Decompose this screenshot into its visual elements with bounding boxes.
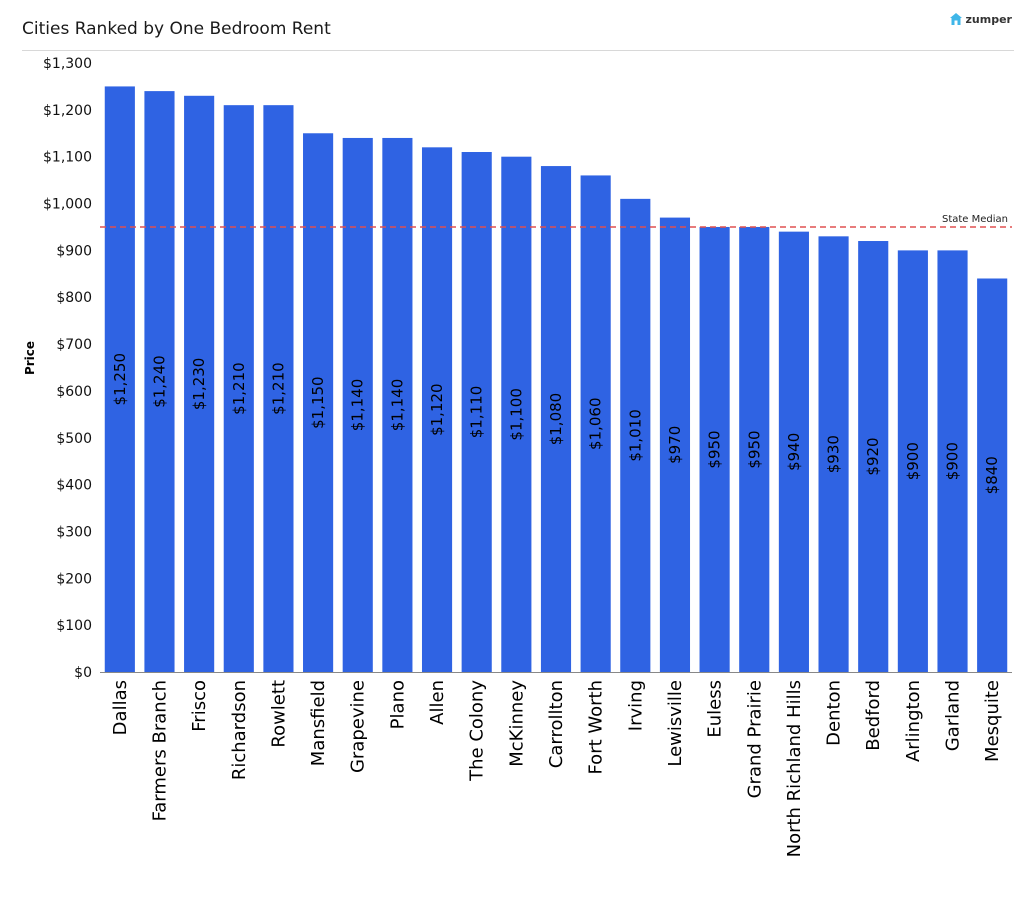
x-tick-label: Dallas: [110, 680, 131, 735]
data-label: $1,140: [388, 379, 406, 432]
bar: [342, 137, 373, 672]
x-tick-label: Richardson: [229, 680, 250, 780]
y-tick-label: $1,300: [43, 56, 92, 72]
bar: [897, 250, 928, 672]
bar: [184, 95, 215, 673]
data-labels: $1,250 $1,240 $1,230 $1,210 $1,210 $1,150 $1,1…: [111, 353, 1001, 494]
data-label: $1,150: [309, 376, 327, 429]
bar: [659, 217, 691, 673]
data-label: $1,230: [190, 358, 208, 411]
data-label: $840: [983, 456, 1001, 494]
x-tick-label: Carrollton: [546, 680, 567, 768]
bar: [501, 156, 532, 672]
brand-name: zumper: [965, 12, 1012, 26]
chart-title: Cities Ranked by One Bedroom Rent: [22, 19, 331, 39]
x-tick-label: Lewisville: [665, 680, 686, 767]
brand-logo: zumper: [949, 12, 1012, 26]
x-tick-label: The Colony: [467, 680, 488, 782]
x-tick-label: Farmers Branch: [149, 680, 170, 821]
bar: [104, 86, 135, 672]
data-label: $1,210: [230, 362, 248, 415]
data-label: $940: [785, 433, 803, 471]
x-tick-label: Bedford: [863, 680, 884, 751]
y-tick-label: $1,100: [43, 150, 92, 166]
data-label: $900: [904, 442, 922, 480]
bar: [461, 152, 492, 672]
bar: [699, 226, 730, 672]
x-tick-label: Rowlett: [268, 680, 289, 748]
y-axis-label: Price: [23, 341, 37, 375]
y-tick-label: $1,200: [43, 103, 92, 119]
data-label: $920: [864, 437, 882, 475]
bar: [620, 198, 651, 672]
data-label: $1,250: [111, 353, 129, 406]
bar: [421, 147, 453, 673]
bar: [223, 105, 254, 672]
y-tick-label: $0: [74, 665, 92, 681]
data-label: $900: [944, 442, 962, 480]
y-tick-label: $400: [56, 478, 92, 494]
x-tick-label: Irving: [625, 680, 646, 731]
x-tick-label: Grand Prairie: [744, 680, 765, 798]
bars: [104, 86, 1008, 673]
bar: [937, 250, 968, 672]
data-label: $950: [745, 430, 763, 468]
bar: [303, 133, 334, 672]
y-tick-label: $800: [56, 290, 92, 306]
y-tick-label: $600: [56, 384, 92, 400]
house-icon: [949, 13, 962, 25]
bar: [580, 175, 611, 672]
x-tick-label: McKinney: [506, 680, 527, 767]
x-axis: Dallas Farmers Branch Frisco Richardson Rowl…: [110, 680, 1003, 858]
data-label: $970: [666, 426, 684, 464]
y-tick-label: $100: [56, 618, 92, 634]
x-tick-label: Garland: [943, 680, 964, 751]
data-label: $1,010: [626, 409, 644, 462]
bar: [144, 91, 175, 673]
data-label: $1,140: [349, 379, 367, 432]
x-tick-label: Mansfield: [308, 680, 329, 766]
y-axis: $0 $100 $200 $300 $400 $500 $600 $700 $800 $900 $1…: [43, 56, 92, 681]
data-label: $1,080: [547, 393, 565, 446]
y-tick-label: $300: [56, 524, 92, 540]
data-label: $1,240: [150, 355, 168, 408]
bar: [778, 231, 809, 672]
bar: [739, 226, 770, 672]
state-median-label: State Median: [942, 214, 1008, 225]
data-label: $930: [825, 435, 843, 473]
bar: [977, 278, 1008, 672]
x-tick-label: Arlington: [903, 680, 924, 762]
title-divider: [22, 50, 1014, 51]
data-label: $1,110: [468, 386, 486, 439]
x-tick-label: Fort Worth: [586, 680, 607, 775]
bar: [818, 236, 849, 673]
x-tick-label: Grapevine: [348, 680, 369, 773]
data-label: $950: [706, 430, 724, 468]
x-tick-label: Plano: [387, 680, 408, 729]
x-tick-label: Mesquite: [982, 680, 1003, 762]
x-tick-label: Euless: [705, 680, 726, 738]
x-tick-label: Allen: [427, 680, 448, 725]
x-tick-label: Frisco: [189, 680, 210, 732]
y-tick-label: $200: [56, 571, 92, 587]
y-tick-label: $700: [56, 337, 92, 353]
y-tick-label: $900: [56, 243, 92, 259]
data-label: $1,210: [269, 362, 287, 415]
x-tick-label: Denton: [824, 680, 845, 746]
data-label: $1,120: [428, 383, 446, 436]
bar: [540, 166, 572, 673]
x-tick-label: North Richland Hills: [784, 680, 805, 857]
bar: [858, 241, 889, 672]
bar: [263, 105, 294, 672]
y-tick-label: $1,000: [43, 197, 92, 213]
data-label: $1,060: [587, 397, 605, 450]
data-label: $1,100: [507, 388, 525, 441]
bar: [382, 137, 413, 672]
y-tick-label: $500: [56, 431, 92, 447]
